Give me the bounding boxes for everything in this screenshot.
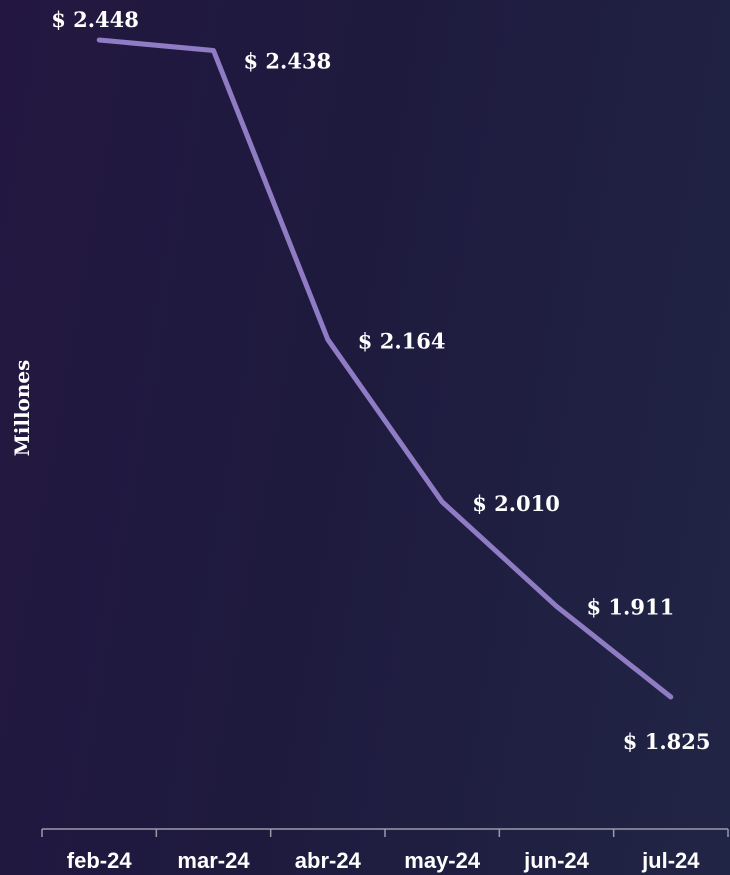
x-tick-label: jul-24 <box>641 848 700 873</box>
x-axis <box>41 828 729 837</box>
x-tick-labels: feb-24 mar-24 abr-24 may-24 jun-24 jul-24 <box>67 848 700 873</box>
x-tick-label: abr-24 <box>295 848 362 873</box>
series-layer <box>96 37 674 700</box>
data-label: $ 2.448 <box>51 7 139 32</box>
data-label: $ 2.164 <box>358 329 446 354</box>
x-tick-label: mar-24 <box>177 848 250 873</box>
data-label: $ 2.010 <box>472 491 560 516</box>
x-tick-label: feb-24 <box>67 848 133 873</box>
series-line <box>96 37 674 700</box>
data-label: $ 2.438 <box>244 49 332 74</box>
data-labels: $ 2.448 $ 2.438 $ 2.164 $ 2.010 $ 1.911 $ 1.8… <box>51 7 710 754</box>
y-axis-title: Millones <box>10 360 34 457</box>
data-label: $ 1.911 <box>587 594 675 619</box>
x-tick-label: jun-24 <box>523 848 590 873</box>
x-tick-label: may-24 <box>404 848 481 873</box>
data-label: $ 1.825 <box>623 729 711 754</box>
